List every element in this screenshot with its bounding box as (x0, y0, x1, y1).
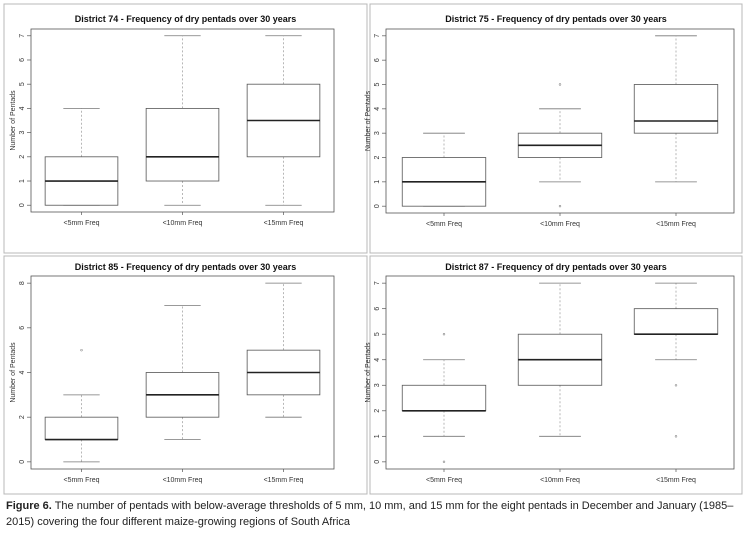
x-tick-label: <10mm Freq (163, 220, 203, 227)
y-tick-label: 3 (374, 131, 381, 135)
box-1: <5mm Freq (401, 132, 487, 228)
box-2: <10mm Freq (145, 305, 220, 484)
box-body (44, 416, 119, 440)
outlier-point (80, 348, 83, 352)
box-body (633, 84, 719, 134)
box-3: <15mm Freq (633, 282, 719, 484)
y-tick-label: 4 (19, 370, 26, 374)
chart-title: District 75 - Frequency of dry pentads o… (445, 14, 667, 24)
y-tick-label: 1 (374, 434, 381, 438)
box-3: <15mm Freq (633, 35, 719, 228)
caption-text: The number of pentads with below-average… (6, 500, 734, 528)
y-tick-label: 1 (19, 179, 26, 183)
x-tick-label: <5mm Freq (64, 477, 100, 484)
chart-panel-1: District 74 - Frequency of dry pentads o… (3, 3, 368, 254)
outlier-point (674, 435, 678, 438)
x-tick-label: <10mm Freq (540, 221, 580, 228)
y-tick-label: 5 (19, 82, 26, 86)
chart-title: District 74 - Frequency of dry pentads o… (75, 14, 297, 24)
chart-panel-3: District 85 - Frequency of dry pentads o… (3, 255, 368, 495)
x-tick-label: <10mm Freq (163, 477, 203, 484)
box-1: <5mm Freq (44, 107, 119, 227)
box-body (633, 308, 719, 335)
y-axis-label: Number of Pentads (365, 90, 372, 151)
y-tick-label: 4 (374, 358, 381, 362)
y-tick-label: 8 (19, 281, 26, 285)
y-tick-label: 0 (374, 460, 381, 464)
box-1: <5mm Freq (44, 348, 119, 484)
y-tick-label: 7 (374, 34, 381, 38)
box-body (401, 384, 487, 412)
x-tick-label: <10mm Freq (540, 477, 580, 484)
y-tick-label: 5 (374, 332, 381, 336)
x-tick-label: <15mm Freq (264, 220, 304, 227)
x-tick-label: <5mm Freq (64, 220, 100, 227)
y-tick-label: 2 (374, 155, 381, 159)
outlier-point (558, 204, 562, 208)
caption-label: Figure 6. (6, 500, 52, 512)
y-tick-label: 5 (374, 82, 381, 86)
x-tick-label: <15mm Freq (264, 477, 304, 484)
chart-grid: District 74 - Frequency of dry pentads o… (3, 3, 743, 495)
outlier-point (442, 333, 446, 336)
y-tick-label: 4 (374, 107, 381, 111)
box-2: <10mm Freq (517, 83, 603, 228)
y-tick-label: 3 (374, 383, 381, 387)
y-tick-label: 0 (19, 203, 26, 207)
box-3: <15mm Freq (246, 282, 321, 484)
y-axis-label: Number of Pentads (10, 342, 17, 403)
chart-title: District 87 - Frequency of dry pentads o… (445, 262, 667, 272)
outlier-point (558, 83, 562, 86)
y-tick-label: 7 (19, 34, 26, 38)
outlier-point (674, 384, 678, 387)
box-3: <15mm Freq (246, 35, 321, 227)
chart-panel-4: District 87 - Frequency of dry pentads o… (365, 255, 743, 495)
box-2: <10mm Freq (517, 282, 603, 484)
outlier-point (442, 460, 446, 464)
x-tick-label: <5mm Freq (426, 221, 462, 228)
y-tick-label: 6 (19, 58, 26, 62)
y-tick-label: 4 (19, 106, 26, 110)
y-tick-label: 1 (374, 180, 381, 184)
y-tick-label: 2 (19, 155, 26, 159)
x-tick-label: <15mm Freq (656, 477, 696, 484)
y-tick-label: 7 (374, 281, 381, 285)
box-1: <5mm Freq (401, 333, 487, 484)
y-tick-label: 2 (374, 409, 381, 413)
y-tick-label: 0 (374, 204, 381, 208)
x-tick-label: <15mm Freq (656, 221, 696, 228)
y-tick-label: 6 (374, 307, 381, 311)
y-tick-label: 3 (19, 131, 26, 135)
chart-panel-2: District 75 - Frequency of dry pentads o… (365, 3, 743, 254)
figure-caption: Figure 6. The number of pentads with bel… (6, 498, 750, 530)
chart-title: District 85 - Frequency of dry pentads o… (75, 262, 297, 272)
y-tick-label: 6 (19, 326, 26, 330)
box-2: <10mm Freq (145, 35, 220, 227)
y-tick-label: 6 (374, 58, 381, 62)
x-tick-label: <5mm Freq (426, 477, 462, 484)
y-tick-label: 0 (19, 460, 26, 464)
box-body (145, 107, 220, 182)
y-axis-label: Number of Pentads (10, 90, 17, 151)
y-axis-label: Number of Pentads (365, 342, 372, 403)
y-tick-label: 2 (19, 415, 26, 419)
